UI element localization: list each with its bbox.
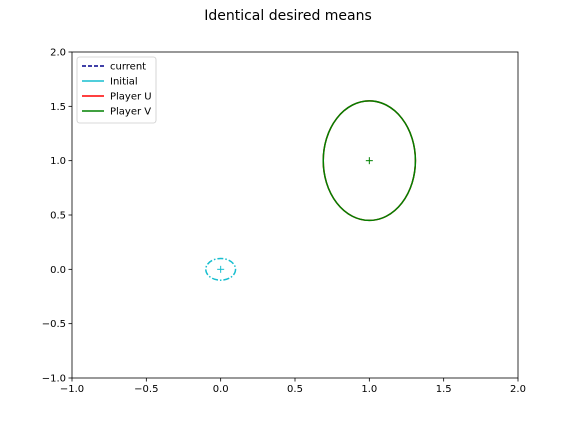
chart-title: Identical desired means [204,8,372,24]
x-tick-label: −0.5 [134,384,158,395]
legend-label: Player U [110,92,152,103]
y-tick-label: −1.0 [42,374,66,385]
x-tick-label: 1.5 [436,384,452,395]
y-tick-label: −0.5 [42,319,66,330]
series-ellipse-0 [205,257,237,281]
y-tick-label: 1.0 [50,156,66,167]
series-ellipse-2 [322,100,417,222]
axis-ticks: −1.0 −0.5 0.0 0.5 1.0 1.5 2.0 −1.0 −0.5 0.0 0.5 1.0… [42,48,526,396]
legend-label: Player V [110,107,151,118]
legend-item: Initial [82,77,138,88]
legend-frame [76,56,157,124]
legend-item: Player V [82,107,151,118]
legend-label: current [110,62,146,73]
legend-item: Player U [82,92,152,103]
x-tick-label: 2.0 [510,384,526,395]
legend-label: Initial [110,77,138,88]
x-tick-label: −1.0 [60,384,84,395]
legend-item: current [82,62,146,73]
center-marker-0 [217,265,225,273]
y-tick-label: 2.0 [50,48,66,59]
legend: current Initial Player U Player V [76,56,157,124]
y-tick-label: 1.5 [50,102,66,113]
y-tick-label: 0.0 [50,265,66,276]
center-marker-1 [365,157,373,165]
y-tick-label: 0.5 [50,211,66,222]
x-tick-label: 1.0 [361,384,377,395]
x-tick-label: 0.5 [287,384,303,395]
x-tick-label: 0.0 [213,384,229,395]
